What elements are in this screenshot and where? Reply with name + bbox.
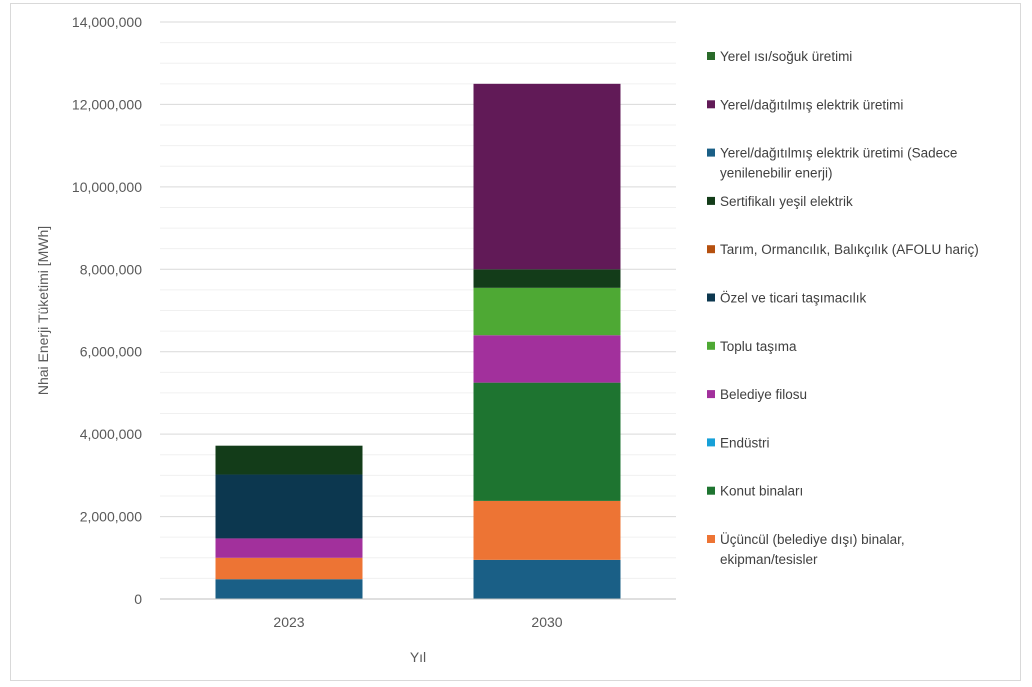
- y-tick-label: 8,000,000: [80, 261, 142, 277]
- x-axis-ticks: 2023 2030: [273, 614, 562, 630]
- legend-label: Yerel/dağıtılmış elektrik üretimi: [720, 97, 903, 112]
- legend: Yerel ısı/soğuk üretimi Yerel/dağıtılmış …: [707, 49, 979, 567]
- y-tick-label: 2,000,000: [80, 509, 142, 525]
- bar-stacks: [215, 83, 621, 599]
- y-tick-label: 4,000,000: [80, 426, 142, 442]
- legend-swatch: [707, 196, 715, 205]
- bar-segment: [215, 557, 363, 580]
- bar-segment: [473, 559, 621, 599]
- legend-swatch: [707, 486, 715, 495]
- bar-segment: [215, 538, 363, 558]
- legend-swatch: [707, 535, 715, 543]
- legend-label: Özel ve ticari taşımacılık: [720, 291, 867, 306]
- legend-label: Yerel ısı/soğuk üretimi: [720, 49, 852, 64]
- legend-swatch: [707, 390, 715, 399]
- legend-swatch: [707, 100, 715, 109]
- legend-label: Yerel/dağıtılmış elektrik üretimi (Sadec…: [720, 146, 957, 161]
- legend-label: Sertifikalı yeşil elektrik: [720, 194, 853, 209]
- y-tick-label: 6,000,000: [80, 344, 142, 360]
- x-tick-label: 2023: [273, 614, 304, 630]
- legend-label: yenilenebilir enerji): [720, 166, 833, 181]
- bar-segment: [473, 83, 621, 270]
- legend-label: Konut binaları: [720, 484, 803, 499]
- legend-swatch: [707, 245, 715, 254]
- y-tick-label: 10,000,000: [72, 179, 142, 195]
- bar-segment: [473, 335, 621, 383]
- legend-label: Belediye filosu: [720, 387, 807, 402]
- legend-swatch: [707, 293, 715, 302]
- bar-segment: [473, 500, 621, 560]
- bar-segment: [215, 474, 363, 539]
- y-tick-label: 14,000,000: [72, 14, 142, 30]
- legend-swatch: [707, 341, 715, 350]
- legend-label: ekipman/tesisler: [720, 552, 818, 567]
- bar-segment: [215, 579, 363, 599]
- legend-swatch: [707, 438, 715, 447]
- y-tick-label: 12,000,000: [72, 96, 142, 112]
- legend-label: Toplu taşıma: [720, 339, 797, 354]
- x-axis-title: Yıl: [410, 649, 426, 665]
- legend-label: Üçüncül (belediye dışı) binalar,: [720, 532, 905, 547]
- x-tick-label: 2030: [531, 614, 562, 630]
- bar-segment: [215, 445, 363, 475]
- legend-swatch: [707, 52, 715, 60]
- bar-segment: [473, 269, 621, 288]
- y-tick-label: 0: [134, 591, 142, 607]
- y-axis-ticks: 0 2,000,000 4,000,000 6,000,000 8,000,000 10,…: [72, 14, 142, 607]
- legend-label: Tarım, Ormancılık, Balıkçılık (AFOLU har…: [720, 242, 979, 257]
- bar-segment: [473, 287, 621, 336]
- bar-segment: [473, 382, 621, 501]
- legend-swatch: [707, 148, 715, 157]
- legend-label: Endüstri: [720, 435, 770, 450]
- y-axis-title: Nhai Enerji Tüketimi [MWh]: [35, 226, 51, 395]
